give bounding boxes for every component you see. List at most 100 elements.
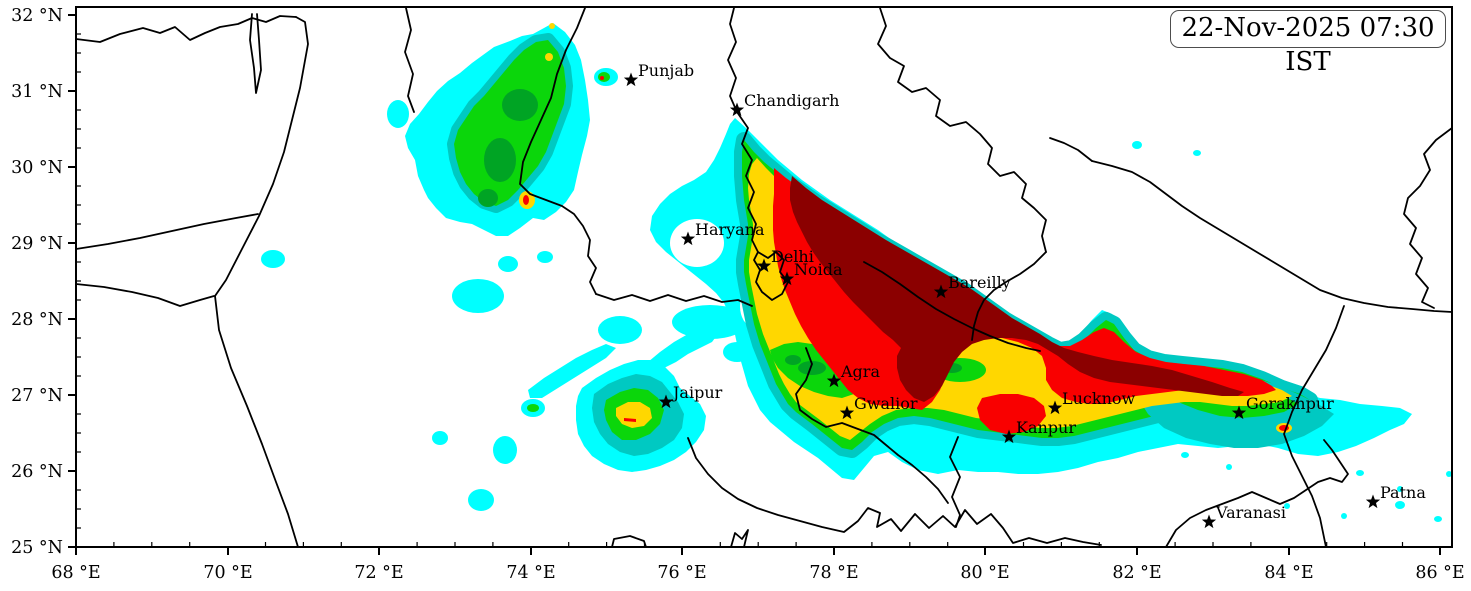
contour-patch (1132, 141, 1142, 149)
city-star-icon-Delhi (756, 258, 772, 273)
x-tick-label: 86 °E (1415, 563, 1464, 583)
contour-patch (493, 436, 517, 464)
city-label-Chandigarh: Chandigarh (744, 91, 839, 110)
contour-patch (502, 89, 538, 121)
x-tick-label: 72 °E (354, 563, 403, 583)
x-tick-label: 68 °E (51, 563, 100, 583)
contour-patch (523, 195, 529, 205)
city-star-icon-Haryana (680, 231, 696, 246)
contour-patch (432, 431, 448, 445)
city-label-Jaipur: Jaipur (671, 383, 723, 402)
y-tick-label: 27 °N (11, 386, 63, 406)
contour-patch (598, 316, 642, 344)
contour-maroon-layer (790, 176, 1244, 402)
contour-patch (798, 361, 826, 375)
contour-patch (1341, 513, 1347, 519)
contour-patch (387, 100, 409, 128)
border-bottom-loop (611, 535, 647, 547)
city-star-icon-Lucknow (1047, 400, 1063, 415)
contour-patch (1434, 516, 1442, 522)
timestamp-badge: 22-Nov-2025 07:30 IST (1170, 10, 1446, 77)
border-delhi-ring (753, 251, 789, 301)
y-tick-label: 26 °N (11, 462, 63, 482)
city-star-icon-Kanpur (1001, 429, 1017, 444)
contour-red-layer (523, 76, 1289, 434)
contour-shape (977, 394, 1046, 434)
contour-patch (484, 138, 516, 182)
border-mp-vertical (949, 436, 961, 528)
border-bihar-vertical (1283, 305, 1345, 547)
contour-patch (600, 76, 604, 80)
contour-nw-plume-green (447, 33, 573, 213)
y-tick-label: 28 °N (11, 310, 63, 330)
contour-patch (545, 53, 553, 61)
contour-patch (1284, 503, 1290, 509)
contour-patch (1226, 464, 1232, 470)
contour-patch (785, 355, 801, 365)
city-star-icon-Jaipur (658, 394, 674, 409)
city-label-Delhi: Delhi (771, 247, 814, 266)
border-uk-up-edge (863, 261, 1041, 352)
contour-shape (528, 344, 616, 398)
city-label-Gwalior: Gwalior (854, 394, 918, 413)
x-tick-label: 84 °E (1264, 563, 1313, 583)
x-tick-label: 70 °E (203, 563, 252, 583)
city-label-Patna: Patna (1380, 483, 1426, 502)
y-tick-label: 32 °N (11, 6, 63, 26)
contour-patch (1181, 452, 1189, 458)
border-punjab-east (519, 7, 597, 295)
contour-patch (1356, 470, 1364, 476)
city-star-icon-Gorakhpur (1231, 405, 1247, 420)
city-star-icon-Varanasi (1201, 514, 1217, 529)
border-raj-west2 (76, 283, 215, 307)
city-star-icon-Patna (1365, 494, 1381, 509)
contour-patch (1446, 471, 1452, 477)
contour-patch (598, 72, 610, 82)
border-pak-top (76, 15, 297, 43)
border-pak-strip (249, 13, 262, 94)
border-chambal (795, 347, 949, 504)
city-label-Haryana: Haryana (695, 220, 765, 239)
axes: 68 °E 70 °E 72 °E 74 °E 76 °E 78 °E 80 °E 82 °E… (11, 6, 1465, 583)
y-tick-label: 25 °N (11, 538, 63, 558)
contour-patch (1395, 501, 1405, 509)
border-nepal-tip (1049, 137, 1093, 162)
contour-shape (454, 40, 566, 206)
contour-patch (478, 189, 498, 207)
contour-shape (616, 402, 652, 428)
city-star-icon-Noida (779, 271, 795, 286)
border-varanasi-wiggle (1165, 439, 1349, 547)
contour-shape (624, 418, 636, 422)
contour-shape (790, 176, 1244, 402)
city-label-Lucknow: Lucknow (1062, 389, 1136, 408)
x-tick-label: 80 °E (960, 563, 1009, 583)
city-label-Kanpur: Kanpur (1016, 418, 1076, 437)
contour-patch (672, 305, 748, 339)
city-label-Agra: Agra (840, 362, 880, 381)
contour-patch (537, 251, 553, 263)
border-nepal-long (1091, 160, 1452, 313)
y-tick-label: 31 °N (11, 82, 63, 102)
city-label-Punjab: Punjab (638, 61, 694, 80)
city-star-icon-Chandigarh (729, 102, 745, 117)
border-yamuna-north (727, 7, 759, 253)
contour-patch (452, 279, 504, 313)
contour-patch (670, 219, 724, 267)
x-tick-label: 82 °E (1112, 563, 1161, 583)
state-borders (76, 7, 1452, 547)
contour-patch (549, 23, 555, 29)
border-mp-long (687, 437, 1102, 546)
city-label-Gorakhpur: Gorakhpur (1246, 394, 1334, 413)
x-tick-label: 76 °E (657, 563, 706, 583)
contour-patch (468, 489, 494, 511)
city-label-Varanasi: Varanasi (1215, 503, 1286, 522)
border-raj-west1 (76, 213, 259, 250)
x-tick-label: 78 °E (809, 563, 858, 583)
city-label-Bareilly: Bareilly (948, 273, 1011, 292)
border-pak-long (214, 16, 309, 547)
border-uk-inner (971, 251, 1047, 341)
contour-nw-dark-green (478, 89, 538, 207)
